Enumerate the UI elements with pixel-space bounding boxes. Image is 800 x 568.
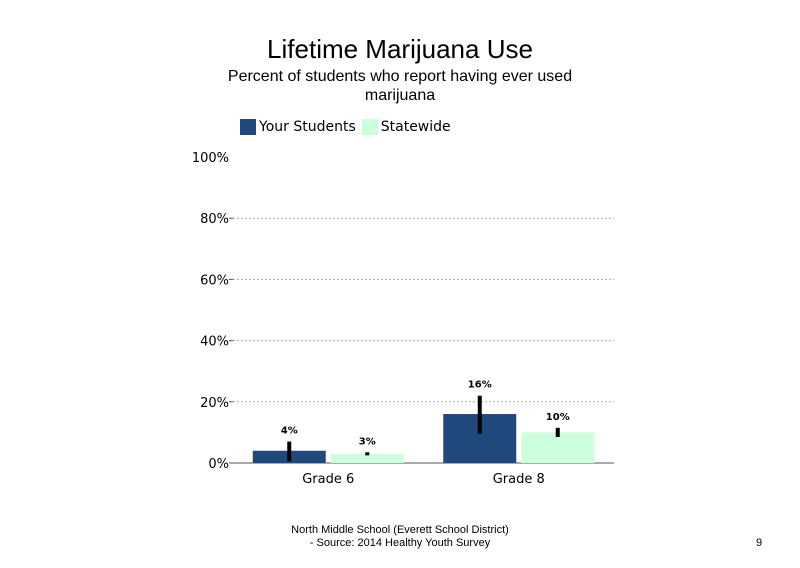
chart-title: Lifetime Marijuana Use: [267, 34, 533, 64]
legend-item-statewide: Statewide: [361, 119, 451, 135]
legend-label-statewide: Statewide: [380, 119, 451, 135]
footer-source: - Source: 2014 Healthy Youth Survey: [309, 537, 491, 549]
legend-label-your-students: Your Students: [259, 119, 356, 135]
data-label: 4%: [281, 426, 298, 437]
footer-school: North Middle School (Everett School Dist…: [291, 524, 509, 536]
legend: Your Students Statewide: [240, 117, 457, 137]
y-tick-label: 40%: [200, 335, 229, 350]
page-number: 9: [756, 537, 763, 549]
chart-subtitle: Percent of students who report having ev…: [227, 68, 573, 104]
x-category-label: Grade 8: [493, 472, 545, 487]
data-label: 16%: [468, 380, 492, 391]
data-label: 10%: [546, 412, 570, 423]
y-tick-label: 0%: [208, 457, 229, 472]
legend-swatch-your-students: [240, 119, 256, 135]
y-tick-label: 20%: [200, 396, 229, 411]
y-tick-label: 100%: [192, 151, 229, 166]
bar: [330, 453, 404, 463]
bar: [521, 432, 595, 463]
footer: North Middle School (Everett School Dist…: [200, 524, 600, 550]
y-tick-label: 60%: [200, 273, 229, 288]
x-category-label: Grade 6: [302, 472, 354, 487]
y-tick-label: 80%: [200, 212, 229, 227]
data-label: 3%: [359, 436, 376, 447]
legend-swatch-statewide: [361, 119, 378, 135]
legend-item-your-students: Your Students: [240, 119, 356, 135]
